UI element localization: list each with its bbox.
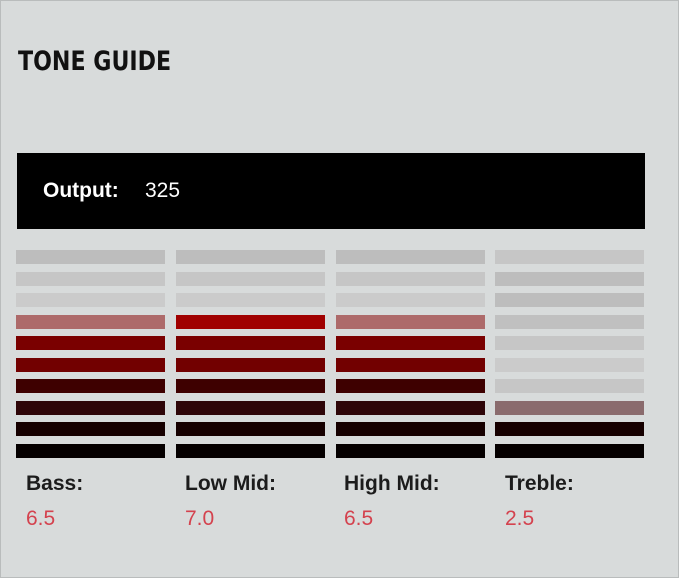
output-value: 325 <box>145 179 181 202</box>
meter-segment <box>176 272 325 286</box>
meter-segment <box>495 315 644 329</box>
meter-high-mid <box>336 250 485 460</box>
band-value-high-mid: 6.5 <box>344 507 374 530</box>
band-value-low-mid: 7.0 <box>185 507 215 530</box>
meter-segment <box>495 444 644 458</box>
meter-segment <box>495 401 644 415</box>
tone-meters <box>16 250 644 460</box>
meter-segment <box>336 315 485 329</box>
meter-segment <box>176 358 325 372</box>
meter-segment <box>495 358 644 372</box>
meter-segment <box>16 401 165 415</box>
output-label: Output: <box>43 179 119 202</box>
meter-segment <box>16 293 165 307</box>
meter-segment <box>16 272 165 286</box>
meter-segment <box>336 272 485 286</box>
meter-segment <box>336 379 485 393</box>
page-title: TONE GUIDE <box>18 46 172 77</box>
band-label-low-mid: Low Mid: <box>185 472 276 495</box>
meter-segment <box>336 250 485 264</box>
meter-segment <box>176 379 325 393</box>
meter-treble <box>495 250 644 460</box>
meter-segment <box>336 336 485 350</box>
band-value-bass: 6.5 <box>26 507 56 530</box>
meter-segment <box>16 315 165 329</box>
meter-segment <box>495 250 644 264</box>
band-label-treble: Treble: <box>505 472 574 495</box>
meter-segment <box>16 336 165 350</box>
meter-segment <box>16 379 165 393</box>
meter-segment <box>16 422 165 436</box>
output-display: Output: 325 <box>17 153 645 229</box>
meter-bass <box>16 250 165 460</box>
meter-segment <box>176 336 325 350</box>
meter-segment <box>495 422 644 436</box>
meter-segment <box>495 336 644 350</box>
meter-segment <box>176 401 325 415</box>
meter-segment <box>336 422 485 436</box>
meter-segment <box>336 358 485 372</box>
meter-segment <box>495 272 644 286</box>
meter-segment <box>495 293 644 307</box>
meter-segment <box>495 379 644 393</box>
meter-segment <box>16 444 165 458</box>
meter-segment <box>16 250 165 264</box>
meter-segment <box>176 444 325 458</box>
meter-segment <box>16 358 165 372</box>
meter-segment <box>176 293 325 307</box>
band-label-high-mid: High Mid: <box>344 472 440 495</box>
band-value-treble: 2.5 <box>505 507 535 530</box>
meter-segment <box>176 422 325 436</box>
meter-segment <box>176 315 325 329</box>
meter-segment <box>336 444 485 458</box>
meter-segment <box>176 250 325 264</box>
meter-segment <box>336 293 485 307</box>
meter-low-mid <box>176 250 325 460</box>
band-label-bass: Bass: <box>26 472 84 495</box>
meter-segment <box>336 401 485 415</box>
